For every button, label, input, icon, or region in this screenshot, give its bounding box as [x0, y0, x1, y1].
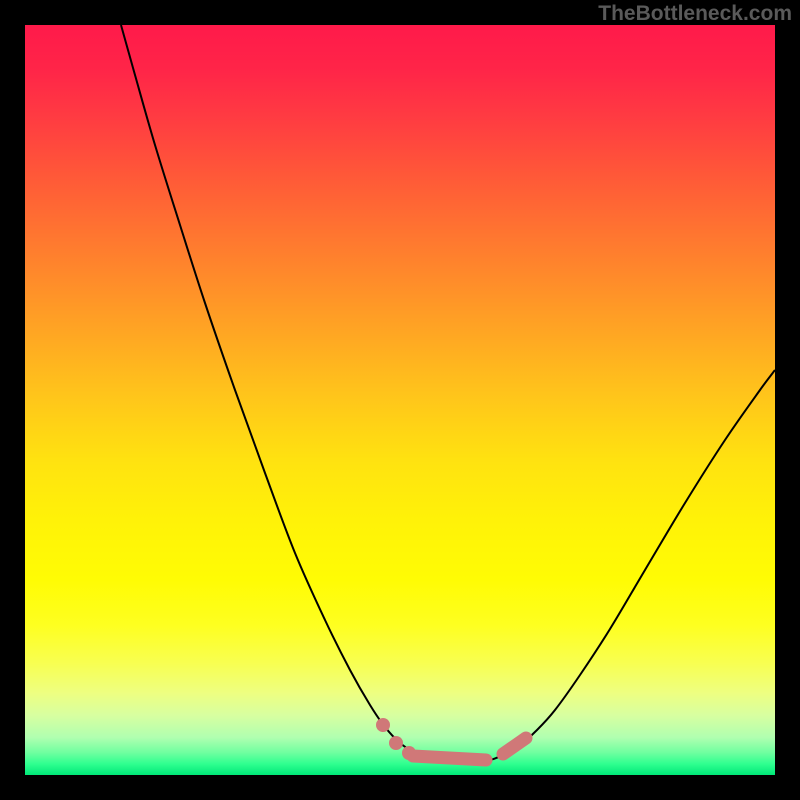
- bottleneck-chart: [25, 25, 775, 775]
- plot-area: [25, 25, 775, 775]
- gradient-background: [25, 25, 775, 775]
- marker-dot: [499, 747, 511, 759]
- marker-capsule: [413, 756, 486, 760]
- marker-dot: [389, 736, 403, 750]
- marker-dot: [376, 718, 390, 732]
- chart-container: TheBottleneck.com: [0, 0, 800, 800]
- watermark-text: TheBottleneck.com: [598, 2, 792, 26]
